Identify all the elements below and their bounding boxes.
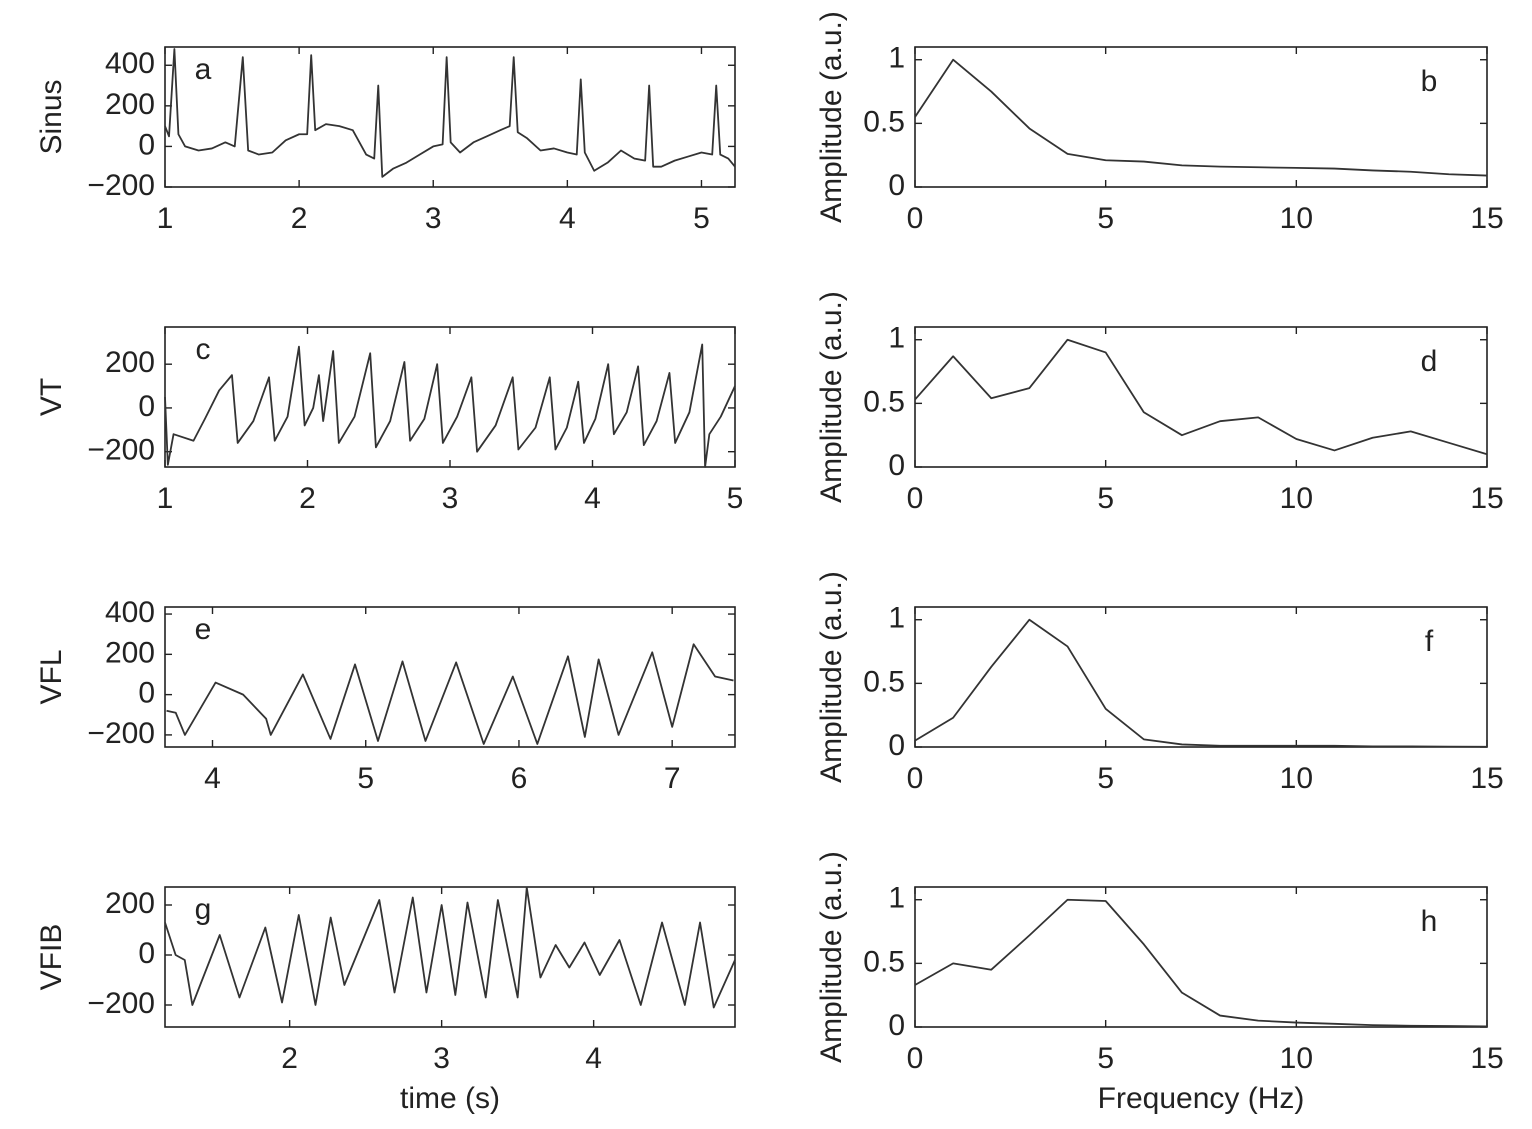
- panel-label: e: [195, 613, 212, 646]
- x-tick-label: 2: [299, 482, 316, 515]
- y-tick-label: 0.5: [863, 665, 905, 698]
- data-line: [164, 48, 736, 178]
- x-tick-label: 7: [664, 762, 681, 795]
- x-tick-label: 4: [559, 202, 576, 235]
- x-tick-label: 1: [157, 202, 174, 235]
- axes-frame: [164, 606, 736, 748]
- y-axis-label: VFIB: [35, 924, 68, 991]
- y-tick-label: 0: [888, 1009, 905, 1042]
- x-tick-label: 3: [442, 482, 459, 515]
- axes-frame: [914, 886, 1488, 1028]
- x-tick-label: 5: [357, 762, 374, 795]
- data-line: [914, 338, 1488, 456]
- data-line: [914, 618, 1488, 748]
- y-tick-label: 200: [105, 88, 155, 121]
- panel-label: f: [1425, 625, 1434, 658]
- axes-frame: [914, 606, 1488, 748]
- y-tick-label: −200: [87, 987, 155, 1020]
- y-tick-label: 1: [888, 882, 905, 915]
- x-tick-label: 10: [1280, 762, 1313, 795]
- x-tick-label: 3: [425, 202, 442, 235]
- panel-label: a: [195, 53, 212, 86]
- x-tick-label: 5: [1097, 482, 1114, 515]
- axes-frame: [914, 326, 1488, 468]
- panel-label: g: [195, 893, 212, 926]
- y-axis-label: VFL: [35, 649, 68, 704]
- y-tick-label: 400: [105, 596, 155, 629]
- data-line: [164, 343, 736, 468]
- data-line: [914, 58, 1488, 177]
- panel-label: b: [1421, 65, 1438, 98]
- panel-label: h: [1421, 905, 1438, 938]
- x-tick-label: 5: [1097, 762, 1114, 795]
- x-tick-label: 5: [1097, 1042, 1114, 1075]
- x-tick-label: 0: [907, 202, 924, 235]
- y-tick-label: 1: [888, 42, 905, 75]
- x-tick-label: 4: [584, 482, 601, 515]
- y-axis-label: VT: [35, 378, 68, 416]
- y-tick-label: 0: [888, 449, 905, 482]
- data-line: [164, 886, 736, 1009]
- x-tick-label: 2: [291, 202, 308, 235]
- x-tick-label: 4: [204, 762, 221, 795]
- y-tick-label: 1: [888, 602, 905, 635]
- axes-frame: [164, 886, 736, 1028]
- y-tick-label: 200: [105, 636, 155, 669]
- x-tick-label: 15: [1470, 762, 1503, 795]
- x-tick-label: 5: [727, 482, 744, 515]
- panel-label: c: [196, 333, 211, 366]
- y-tick-label: −200: [87, 169, 155, 202]
- y-tick-label: 0: [138, 937, 155, 970]
- y-tick-label: 0: [888, 729, 905, 762]
- x-tick-label: 3: [433, 1042, 450, 1075]
- x-tick-label: 0: [907, 1042, 924, 1075]
- y-tick-label: −200: [87, 434, 155, 467]
- x-tick-label: 1: [157, 482, 174, 515]
- y-axis-label: Amplitude (a.u.): [815, 11, 848, 223]
- x-tick-label: 15: [1470, 1042, 1503, 1075]
- x-axis-label: Frequency (Hz): [1098, 1082, 1305, 1115]
- y-axis-label: Amplitude (a.u.): [815, 851, 848, 1063]
- y-tick-label: 200: [105, 346, 155, 379]
- y-tick-label: 0.5: [863, 105, 905, 138]
- y-tick-label: 1: [888, 322, 905, 355]
- y-tick-label: −200: [87, 717, 155, 750]
- y-tick-label: 0.5: [863, 945, 905, 978]
- x-tick-label: 4: [585, 1042, 602, 1075]
- x-tick-label: 10: [1280, 202, 1313, 235]
- y-tick-label: 400: [105, 47, 155, 80]
- y-axis-label: Sinus: [35, 79, 68, 154]
- y-tick-label: 0: [138, 128, 155, 161]
- x-tick-label: 15: [1470, 202, 1503, 235]
- x-tick-label: 2: [281, 1042, 298, 1075]
- y-tick-label: 0.5: [863, 385, 905, 418]
- axes-frame: [164, 326, 736, 468]
- y-tick-label: 0: [888, 169, 905, 202]
- panel-label: d: [1421, 345, 1438, 378]
- y-axis-label: Amplitude (a.u.): [815, 291, 848, 503]
- x-tick-label: 5: [1097, 202, 1114, 235]
- x-tick-label: 0: [907, 482, 924, 515]
- data-line: [166, 643, 734, 745]
- y-tick-label: 0: [138, 390, 155, 423]
- x-tick-label: 15: [1470, 482, 1503, 515]
- x-tick-label: 10: [1280, 482, 1313, 515]
- axes-frame: [164, 46, 736, 188]
- x-tick-label: 10: [1280, 1042, 1313, 1075]
- y-tick-label: 0: [138, 677, 155, 710]
- x-axis-label: time (s): [400, 1082, 500, 1115]
- y-axis-label: Amplitude (a.u.): [815, 571, 848, 783]
- x-tick-label: 5: [693, 202, 710, 235]
- x-tick-label: 6: [511, 762, 528, 795]
- y-tick-label: 200: [105, 887, 155, 920]
- data-line: [914, 898, 1488, 1028]
- x-tick-label: 0: [907, 762, 924, 795]
